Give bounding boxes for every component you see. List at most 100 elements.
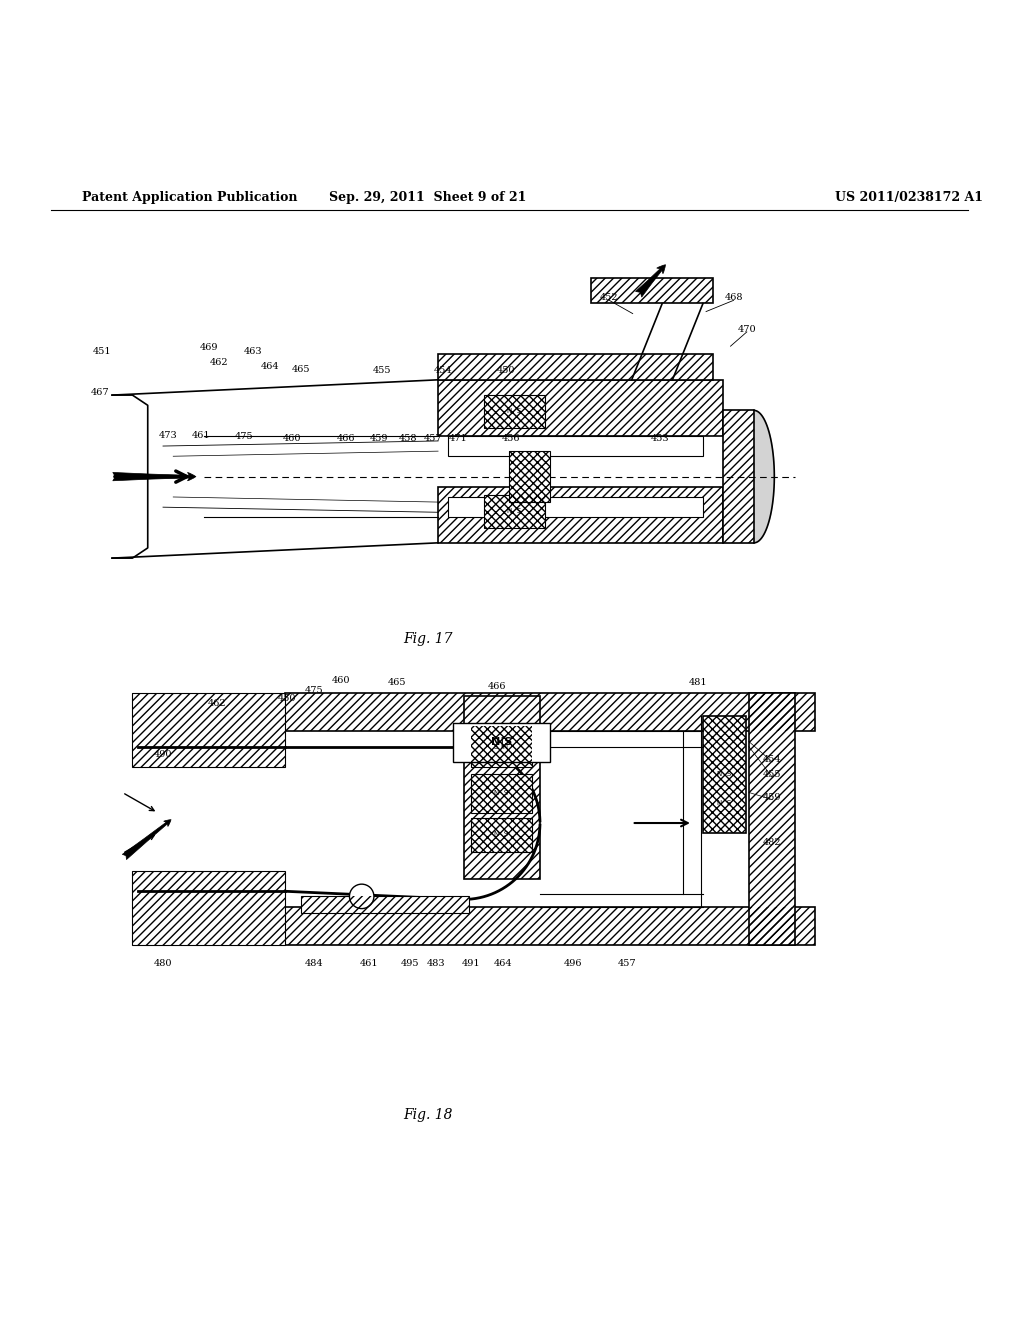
Text: N  S: N S [718, 800, 731, 805]
Bar [591, 279, 713, 304]
Text: 455: 455 [373, 366, 391, 375]
Bar [509, 451, 550, 502]
Bar [749, 693, 795, 945]
Text: 483: 483 [427, 958, 445, 968]
Text: 480: 480 [154, 958, 172, 968]
Text: 463: 463 [244, 347, 262, 356]
Bar [286, 907, 815, 945]
Text: 469: 469 [200, 343, 218, 352]
Bar [484, 395, 545, 428]
Text: 465: 465 [388, 678, 407, 688]
Polygon shape [723, 411, 774, 543]
Bar [449, 498, 703, 517]
Text: 452: 452 [600, 293, 618, 302]
Text: 459: 459 [370, 434, 388, 444]
Text: Patent Application Publication: Patent Application Publication [82, 191, 297, 205]
Bar [464, 696, 540, 879]
Bar [471, 774, 531, 813]
Text: 454: 454 [763, 755, 781, 764]
Bar [723, 411, 754, 543]
Text: N|S: N|S [490, 737, 512, 748]
Text: N  S: N S [508, 408, 521, 414]
Text: 459: 459 [763, 792, 781, 801]
Circle shape [349, 884, 374, 908]
Bar [438, 380, 723, 436]
Bar [749, 693, 795, 945]
Text: N  S: N S [495, 832, 508, 837]
Bar [286, 907, 815, 945]
Bar [438, 354, 713, 380]
Text: US 2011/0238172 A1: US 2011/0238172 A1 [836, 191, 983, 205]
Text: 467: 467 [90, 388, 110, 397]
Text: 462: 462 [208, 698, 226, 708]
Bar [723, 411, 754, 543]
Text: 466: 466 [337, 434, 355, 444]
Text: 455: 455 [763, 770, 781, 779]
Text: 456: 456 [502, 434, 521, 444]
Bar [438, 487, 723, 543]
Bar [471, 774, 531, 813]
Text: 465: 465 [291, 364, 310, 374]
Bar [449, 436, 703, 457]
Text: 468: 468 [724, 293, 742, 302]
Text: 450: 450 [497, 366, 516, 375]
Text: 454: 454 [434, 366, 453, 375]
Text: 495: 495 [400, 958, 419, 968]
Text: 490: 490 [154, 750, 172, 759]
Bar [438, 487, 723, 543]
Text: 482: 482 [763, 838, 781, 847]
Text: 457: 457 [617, 958, 636, 968]
Text: 457: 457 [424, 434, 442, 444]
Bar [484, 495, 545, 528]
Text: Fig. 17: Fig. 17 [403, 632, 453, 647]
Text: N  S: N S [718, 771, 731, 777]
Bar [471, 818, 531, 851]
Text: 451: 451 [92, 347, 112, 356]
Text: 491: 491 [462, 958, 480, 968]
Bar [132, 693, 286, 767]
Text: Fig. 18: Fig. 18 [403, 1109, 453, 1122]
Text: 470: 470 [737, 325, 756, 334]
Bar [464, 696, 540, 879]
Text: 475: 475 [236, 432, 254, 441]
Bar [438, 380, 723, 436]
Bar [301, 896, 469, 912]
Text: Sep. 29, 2011  Sheet 9 of 21: Sep. 29, 2011 Sheet 9 of 21 [330, 191, 526, 205]
Text: S  N: S N [495, 743, 508, 750]
Text: 453: 453 [651, 434, 670, 444]
Bar [454, 723, 550, 762]
Bar [484, 395, 545, 428]
Bar [286, 693, 815, 731]
Text: 460: 460 [332, 676, 350, 685]
Text: 466: 466 [488, 681, 507, 690]
Text: 471: 471 [450, 434, 468, 444]
Text: 464: 464 [261, 362, 280, 371]
Text: N  S: N S [495, 791, 508, 796]
Bar [591, 279, 713, 304]
Bar [484, 495, 545, 528]
Text: 496: 496 [563, 958, 582, 968]
Text: 475: 475 [304, 685, 324, 694]
Bar [301, 896, 469, 912]
Text: 450: 450 [279, 694, 297, 702]
Bar [703, 715, 745, 833]
Text: 461: 461 [191, 430, 210, 440]
Bar [509, 451, 550, 502]
Text: 481: 481 [688, 678, 708, 688]
Bar [471, 726, 531, 767]
Bar [471, 818, 531, 851]
Text: 460: 460 [284, 434, 302, 444]
Text: 464: 464 [494, 958, 513, 968]
Text: 473: 473 [159, 430, 177, 440]
Bar [438, 354, 713, 380]
Bar [132, 871, 286, 945]
Bar [286, 693, 815, 731]
Text: 462: 462 [210, 358, 228, 367]
Text: 484: 484 [304, 958, 324, 968]
Text: 461: 461 [359, 958, 378, 968]
Bar [132, 693, 286, 767]
Bar [132, 871, 286, 945]
Text: N  S: N S [508, 508, 521, 515]
Bar [703, 715, 745, 833]
Bar [471, 726, 531, 767]
